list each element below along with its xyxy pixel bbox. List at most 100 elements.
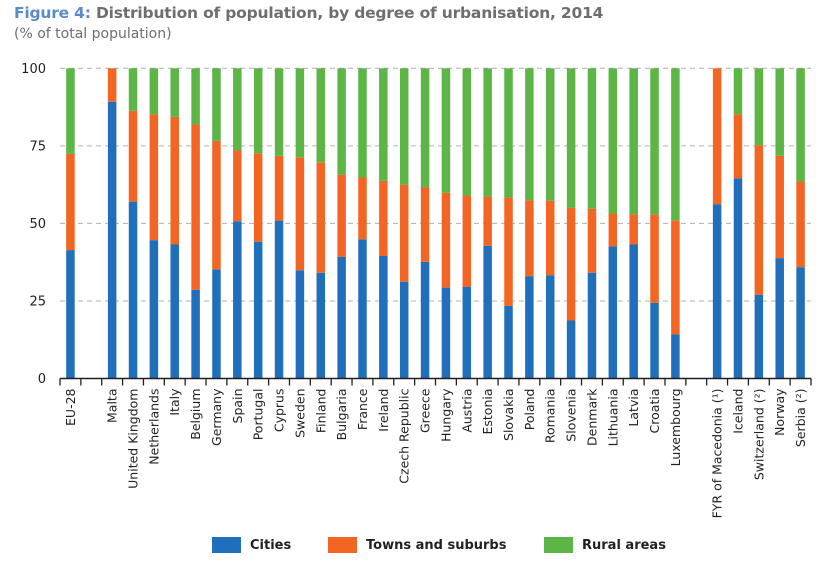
bar-segment-rural-areas: [462, 68, 472, 196]
bar-segment-cities: [671, 334, 680, 379]
bar-segment-towns-and-suburbs: [587, 208, 597, 273]
legend: Cities Towns and suburbs Rural areas: [0, 537, 829, 561]
bar-segment-cities: [212, 269, 221, 379]
x-category-label: Germany: [209, 388, 224, 446]
y-tick-label: 100: [21, 62, 46, 77]
bar-segment-rural-areas: [608, 68, 618, 214]
chart-subtitle: (% of total population): [14, 26, 172, 42]
bar-segment-towns-and-suburbs: [712, 68, 722, 205]
bar-segment-towns-and-suburbs: [191, 124, 200, 290]
bar-segment-towns-and-suburbs: [629, 214, 638, 245]
bar-segment-rural-areas: [650, 68, 659, 215]
bar-segment-cities: [754, 294, 764, 379]
bar-segment-rural-areas: [212, 68, 221, 141]
bar-segment-cities: [566, 320, 576, 379]
x-category-label: FYR of Macedonia (¹): [710, 389, 725, 519]
bar-segment-towns-and-suburbs: [545, 200, 555, 276]
bar-segment-towns-and-suburbs: [128, 110, 138, 202]
bar-segment-rural-areas: [733, 68, 743, 115]
x-category-label: France: [355, 388, 370, 430]
x-category-label: Lithuania: [605, 389, 620, 447]
bar-segment-cities: [441, 287, 451, 379]
x-category-label: Spain: [230, 389, 245, 424]
bar-segment-towns-and-suburbs: [504, 197, 513, 306]
bar-segment-cities: [525, 276, 534, 379]
bar-segment-towns-and-suburbs: [316, 162, 326, 273]
bar-segment-rural-areas: [775, 68, 784, 156]
x-category-label: Luxembourg: [668, 389, 683, 467]
bar-segment-cities: [233, 221, 242, 379]
bar-segment-cities: [358, 239, 367, 379]
bar-segment-towns-and-suburbs: [253, 153, 263, 242]
bar-segment-rural-areas: [587, 68, 597, 209]
bar-segment-rural-areas: [566, 68, 576, 208]
x-category-label: Austria: [459, 389, 474, 433]
y-tick-label: 0: [38, 372, 46, 387]
bar-segment-towns-and-suburbs: [608, 213, 618, 247]
bar-segment-towns-and-suburbs: [233, 150, 242, 222]
bar-segment-rural-areas: [629, 68, 638, 215]
legend-swatch-towns: [328, 537, 357, 553]
bar-segment-towns-and-suburbs: [170, 116, 179, 245]
stacked-bar-chart: 0 25 50 75 100 EU-28 Malta United Kingdom Nethe…: [21, 62, 812, 519]
gridlines: [60, 67, 811, 302]
bar-segment-rural-areas: [295, 68, 305, 158]
x-category-label: Malta: [105, 389, 120, 423]
title-text: Distribution of population, by degree of…: [90, 4, 604, 22]
bar-segment-cities: [295, 270, 305, 379]
y-axis-ticks: 0 25 50 75 100: [21, 62, 46, 387]
bar-segment-cities: [587, 272, 597, 379]
bar-segment-rural-areas: [504, 68, 513, 198]
x-category-label: Denmark: [584, 388, 599, 446]
bar-segment-rural-areas: [379, 68, 388, 181]
bar-segment-rural-areas: [191, 68, 200, 125]
legend-item-towns: Towns and suburbs: [328, 537, 506, 553]
legend-item-rural: Rural areas: [544, 537, 666, 553]
x-category-label: Bulgaria: [334, 389, 349, 441]
bar-segment-cities: [399, 281, 409, 379]
bar-segment-towns-and-suburbs: [441, 192, 451, 288]
bar-segment-cities: [379, 255, 388, 379]
x-category-label: Slovakia: [501, 389, 516, 441]
bar-segment-cities: [650, 302, 659, 379]
bar-segment-towns-and-suburbs: [671, 220, 680, 335]
x-category-label: Cyprus: [272, 389, 287, 433]
bar-segment-towns-and-suburbs: [796, 181, 805, 268]
x-category-label: Poland: [522, 389, 537, 431]
bar-segment-cities: [545, 275, 555, 379]
bar-segment-rural-areas: [441, 68, 451, 193]
x-category-label: Hungary: [438, 388, 453, 442]
x-axis-labels: EU-28 Malta United Kingdom Netherlands Italy…: [63, 388, 808, 519]
x-category-label: Ireland: [376, 389, 391, 432]
x-category-label: Serbia (²): [793, 389, 808, 448]
bar-segment-rural-areas: [483, 68, 492, 197]
x-category-label: Greece: [418, 388, 433, 433]
bar-segment-towns-and-suburbs: [462, 195, 472, 287]
bar-segment-towns-and-suburbs: [149, 114, 159, 241]
bar-segment-towns-and-suburbs: [399, 184, 409, 282]
bar-segment-rural-areas: [337, 68, 346, 175]
bar-segment-towns-and-suburbs: [66, 153, 75, 251]
bar-segment-towns-and-suburbs: [733, 114, 743, 179]
bar-segment-cities: [420, 261, 430, 379]
bar-segment-towns-and-suburbs: [274, 155, 284, 221]
bar-segment-cities: [483, 245, 492, 379]
bar-segment-cities: [253, 241, 263, 379]
x-category-label: Estonia: [480, 389, 495, 435]
bar-segment-towns-and-suburbs: [295, 157, 305, 271]
bar-segment-rural-areas: [796, 68, 805, 182]
bar-segment-rural-areas: [233, 68, 242, 151]
bar-segment-rural-areas: [274, 68, 284, 156]
bar-segment-rural-areas: [253, 68, 263, 154]
legend-swatch-cities: [212, 537, 241, 553]
x-category-label: Netherlands: [146, 389, 161, 465]
x-category-label: Finland: [313, 389, 328, 434]
chart-title: Figure 4: Distribution of population, by…: [14, 4, 603, 22]
bar-segment-cities: [629, 244, 638, 379]
bar-segment-cities: [462, 286, 472, 379]
bar-segment-cities: [316, 272, 326, 379]
figure-label: Figure 4:: [14, 4, 91, 22]
y-tick-label: 25: [29, 294, 46, 309]
x-category-label: EU-28: [63, 388, 78, 426]
bar-segment-rural-areas: [671, 68, 680, 221]
